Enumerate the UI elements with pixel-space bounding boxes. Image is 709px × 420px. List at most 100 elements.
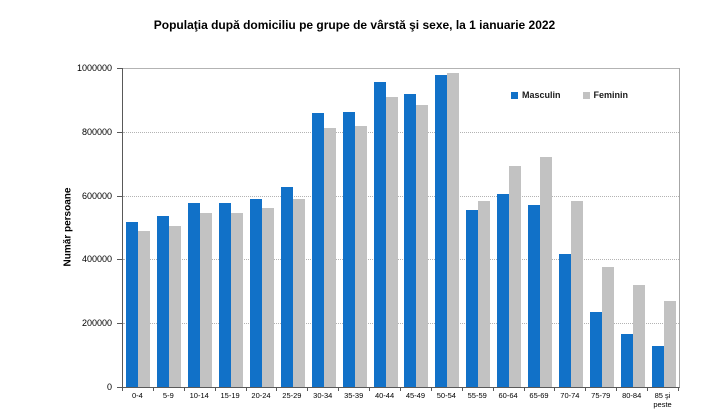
x-tick-mark-15 xyxy=(585,388,586,391)
x-tick-mark-10 xyxy=(431,388,432,391)
y-tick-label-0: 0 xyxy=(106,382,112,392)
bar-masculin-20-24 xyxy=(250,199,262,387)
x-tick-label-35-39: 35-39 xyxy=(344,391,364,400)
y-tick-mark-600000 xyxy=(117,196,122,197)
x-tick-mark-6 xyxy=(307,388,308,391)
x-tick-mark-16 xyxy=(616,388,617,391)
legend-swatch-feminin-icon xyxy=(582,91,590,99)
x-tick-label-5-9: 5-9 xyxy=(162,391,174,400)
bar-feminin-85-şi-peste xyxy=(663,301,676,387)
x-tick-mark-4 xyxy=(246,388,247,391)
bar-masculin-0-4 xyxy=(126,222,139,387)
y-tick-mark-1000000 xyxy=(117,68,122,69)
x-tick-label-30-34: 30-34 xyxy=(313,391,333,400)
plot-area: Masculin Feminin xyxy=(122,68,680,388)
x-tick-label-85-şi-peste: 85 şi peste xyxy=(653,391,672,409)
bar-masculin-15-19 xyxy=(219,203,232,387)
bar-feminin-30-34 xyxy=(323,128,336,387)
x-tick-label-50-54: 50-54 xyxy=(436,391,456,400)
y-tick-label-600000: 600000 xyxy=(81,191,112,201)
x-tick-mark-11 xyxy=(462,388,463,391)
legend-item-masculin: Masculin xyxy=(511,90,561,100)
bar-feminin-5-9 xyxy=(169,226,182,387)
x-tick-mark-13 xyxy=(524,388,525,391)
bar-feminin-75-79 xyxy=(601,267,614,387)
x-tick-label-0-4: 0-4 xyxy=(132,391,143,400)
x-tick-mark-3 xyxy=(215,388,216,391)
bar-masculin-75-79 xyxy=(589,312,602,387)
y-tick-mark-800000 xyxy=(117,132,122,133)
x-tick-label-55-59: 55-59 xyxy=(467,391,487,400)
bar-feminin-15-19 xyxy=(231,213,244,387)
x-tick-mark-1 xyxy=(153,388,154,391)
bar-masculin-85-şi-peste xyxy=(651,346,664,387)
y-tick-label-400000: 400000 xyxy=(81,254,112,264)
bar-masculin-50-54 xyxy=(435,75,448,387)
gridline-800000 xyxy=(123,132,679,133)
y-tick-label-200000: 200000 xyxy=(81,318,112,328)
x-tick-label-75-79: 75-79 xyxy=(591,391,611,400)
x-tick-label-40-44: 40-44 xyxy=(374,391,395,400)
bar-feminin-45-49 xyxy=(416,105,429,387)
bar-masculin-5-9 xyxy=(157,216,170,387)
x-tick-mark-9 xyxy=(400,388,401,391)
bar-masculin-45-49 xyxy=(404,94,417,387)
bar-feminin-55-59 xyxy=(478,201,491,387)
gridline-1000000 xyxy=(123,68,679,69)
y-tick-label-800000: 800000 xyxy=(81,127,112,137)
x-tick-mark-7 xyxy=(338,388,339,391)
gridline-200000 xyxy=(123,323,679,324)
legend-swatch-masculin-icon xyxy=(511,91,518,99)
x-tick-mark-2 xyxy=(184,388,185,391)
bar-feminin-20-24 xyxy=(262,208,274,387)
bar-feminin-40-44 xyxy=(385,97,398,387)
x-tick-label-20-24: 20-24 xyxy=(251,391,271,400)
x-tick-label-15-19: 15-19 xyxy=(220,391,240,400)
bar-masculin-55-59 xyxy=(466,210,479,387)
bar-feminin-60-64 xyxy=(509,166,522,387)
legend-item-feminin: Feminin xyxy=(582,90,629,100)
bar-feminin-25-29 xyxy=(292,199,305,387)
x-tick-mark-17 xyxy=(647,388,648,391)
y-tick-mark-200000 xyxy=(117,323,122,324)
bar-feminin-0-4 xyxy=(138,231,151,387)
x-tick-mark-18 xyxy=(678,388,679,391)
x-tick-label-45-49: 45-49 xyxy=(405,391,426,400)
x-tick-mark-8 xyxy=(369,388,370,391)
legend: Masculin Feminin xyxy=(511,90,628,100)
x-tick-label-80-84: 80-84 xyxy=(622,391,642,400)
bar-masculin-25-29 xyxy=(280,187,293,387)
bar-masculin-65-69 xyxy=(528,205,540,387)
x-tick-label-65-69: 65-69 xyxy=(529,391,549,400)
x-tick-label-10-14: 10-14 xyxy=(189,391,209,400)
x-tick-mark-14 xyxy=(554,388,555,391)
bar-masculin-35-39 xyxy=(342,112,355,387)
bar-feminin-50-54 xyxy=(447,73,460,387)
x-tick-label-70-74: 70-74 xyxy=(560,391,580,400)
chart-title: Populaţia după domiciliu pe grupe de vâr… xyxy=(153,18,556,32)
bar-feminin-10-14 xyxy=(200,213,213,387)
bar-feminin-70-74 xyxy=(570,201,583,387)
bar-masculin-60-64 xyxy=(497,194,510,387)
y-tick-mark-0 xyxy=(117,387,122,388)
bar-feminin-80-84 xyxy=(632,285,645,387)
x-tick-mark-5 xyxy=(276,388,277,391)
gridline-400000 xyxy=(123,259,679,260)
bar-masculin-40-44 xyxy=(373,82,386,387)
legend-label-feminin: Feminin xyxy=(593,90,629,100)
bar-feminin-35-39 xyxy=(354,126,367,387)
y-tick-mark-400000 xyxy=(117,259,122,260)
bar-masculin-30-34 xyxy=(311,113,324,387)
x-tick-label-25-29: 25-29 xyxy=(282,391,302,400)
y-tick-label-1000000: 1000000 xyxy=(76,63,112,73)
x-tick-mark-0 xyxy=(122,388,123,391)
bar-masculin-70-74 xyxy=(558,254,571,387)
x-tick-mark-12 xyxy=(493,388,494,391)
bar-feminin-65-69 xyxy=(540,157,552,387)
legend-label-masculin: Masculin xyxy=(522,90,561,100)
gridline-600000 xyxy=(123,196,679,197)
bar-masculin-80-84 xyxy=(620,334,633,387)
bar-masculin-10-14 xyxy=(188,203,201,387)
x-tick-label-60-64: 60-64 xyxy=(498,391,518,400)
